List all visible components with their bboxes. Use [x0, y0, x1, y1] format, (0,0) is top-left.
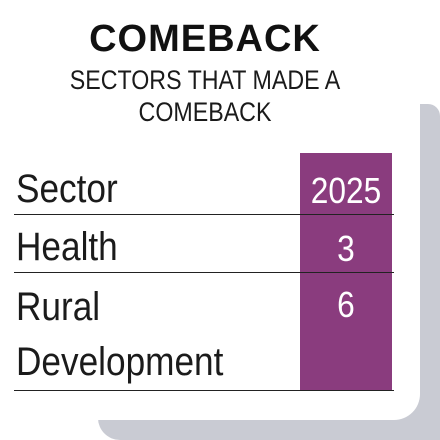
year-column-highlight — [300, 153, 392, 390]
chart-subtitle: SECTORS THAT MADE A COMEBACK — [69, 65, 341, 127]
row-rural-label-line2: Development — [16, 340, 224, 384]
table-header-row: Sector 2025 — [14, 158, 394, 215]
table-row: Health 3 — [14, 214, 394, 273]
row-rural-value: 6 — [337, 284, 355, 325]
row-health-label: Health — [16, 225, 118, 269]
header-sector-label: Sector — [16, 167, 118, 211]
table-bottom-rule — [14, 390, 394, 391]
header-year-label: 2025 — [310, 170, 382, 211]
chart-title: COMEBACK — [89, 18, 321, 60]
row-rural-label-line1: Rural — [16, 285, 101, 329]
row-health-value: 3 — [337, 228, 355, 269]
table-row: Rural 6 — [14, 272, 394, 332]
